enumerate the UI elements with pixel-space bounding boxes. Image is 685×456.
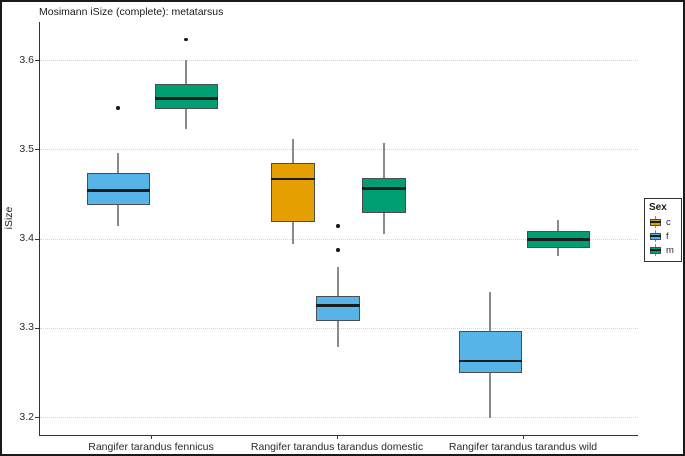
boxplot-glyph-icon — [649, 216, 662, 228]
boxplot-box-f — [316, 295, 360, 321]
legend-entry-f: f — [649, 229, 678, 243]
y-axis-tick — [35, 238, 39, 240]
gridline — [40, 327, 638, 329]
gridline — [40, 60, 638, 61]
outlier-point — [116, 106, 120, 111]
outlier-point — [184, 37, 188, 42]
x-axis-tick — [523, 435, 524, 439]
legend-entry-c: c — [649, 215, 678, 229]
y-tick-label: 3.3 — [19, 321, 34, 334]
boxplot-glyph-icon — [649, 230, 662, 242]
legend-label: c — [666, 216, 671, 228]
outlier-point — [336, 248, 340, 252]
y-tick-label: 3.2 — [19, 410, 34, 423]
chart-title: Mosimann iSize (complete): metatarsus — [39, 6, 224, 18]
plot-panel — [39, 22, 638, 436]
x-axis-category-label: Rangifer tarandus tarandus domestic — [250, 441, 424, 453]
boxplot-box-f — [86, 173, 150, 205]
gridline — [40, 238, 638, 240]
boxplot-glyph-icon — [649, 244, 662, 256]
boxplot-median-line — [154, 97, 218, 100]
boxplot-box-m — [361, 177, 406, 213]
x-axis-category-label: Rangifer tarandus fennicus — [88, 441, 214, 453]
gridline — [40, 149, 638, 151]
y-axis-tick — [35, 327, 39, 329]
boxplot-box-m — [154, 84, 218, 110]
x-axis-tick — [337, 435, 338, 439]
y-tick-label: 3.5 — [19, 142, 34, 155]
y-axis-tick — [35, 149, 39, 151]
legend: Sex c f m — [644, 198, 682, 262]
x-axis-tick — [151, 435, 152, 439]
boxplot-box-f — [458, 331, 522, 374]
y-axis-tick — [35, 417, 39, 419]
legend-title: Sex — [649, 202, 667, 213]
boxplot-median-line — [86, 189, 150, 192]
legend-label: f — [666, 230, 669, 242]
y-axis-tick — [35, 60, 39, 61]
boxplot-median-line — [526, 238, 590, 241]
boxplot-median-line — [316, 304, 360, 307]
boxplot-median-line — [270, 177, 315, 180]
boxplot-median-line — [361, 187, 406, 190]
y-tick-label: 3.4 — [19, 232, 34, 245]
boxplot-median-line — [458, 359, 522, 363]
outlier-point — [336, 224, 340, 228]
x-axis-category-label: Rangifer tarandus tarandus wild — [448, 441, 598, 453]
gridline — [40, 417, 638, 419]
legend-entry-m: m — [649, 243, 678, 257]
y-tick-label: 3.6 — [19, 53, 34, 66]
boxplot-box-c — [270, 162, 315, 222]
legend-label: m — [666, 244, 674, 256]
